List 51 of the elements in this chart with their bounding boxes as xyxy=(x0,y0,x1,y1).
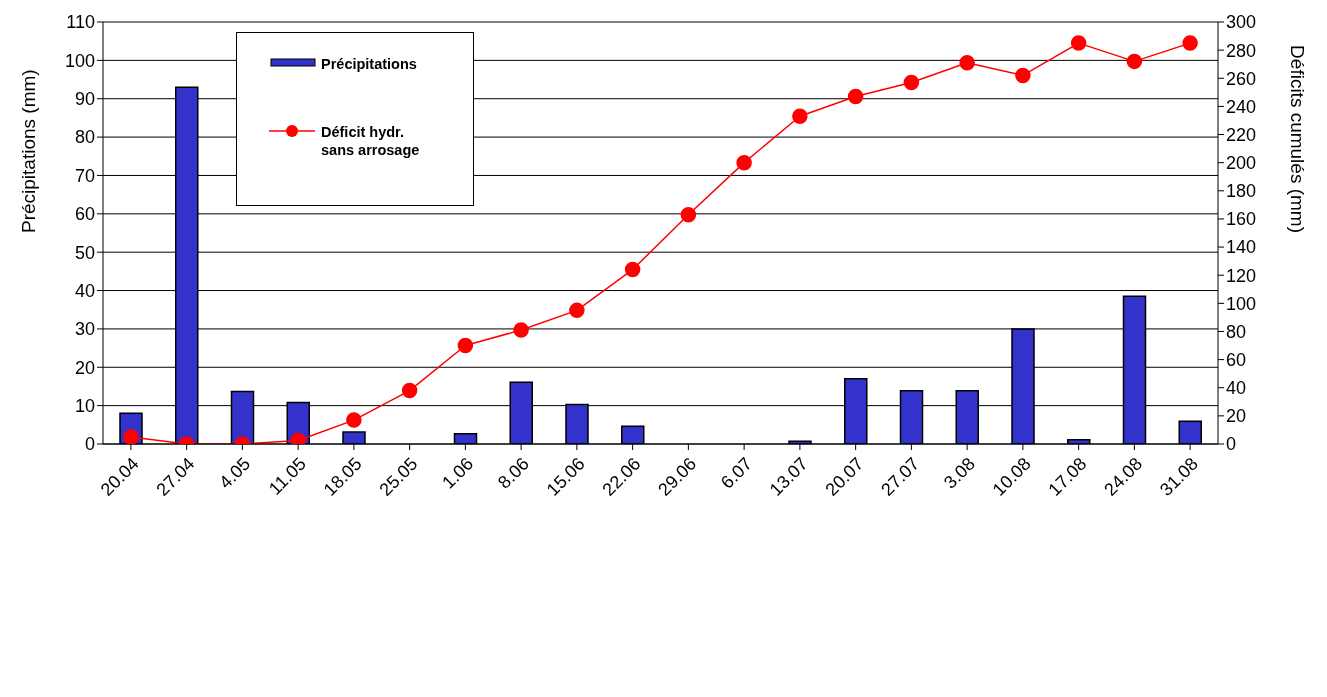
y2-tick-label: 80 xyxy=(1226,321,1247,342)
point xyxy=(457,337,474,354)
x-tick-label: 8.06 xyxy=(494,453,533,493)
y-tick-label: 90 xyxy=(74,89,95,110)
point xyxy=(903,74,920,91)
point xyxy=(1070,35,1087,51)
legend-label: Précipitations xyxy=(321,55,417,73)
y-axis-title: Précipitations (mm) xyxy=(17,69,39,233)
y-tick-label: 30 xyxy=(74,319,95,340)
y2-tick-label: 100 xyxy=(1226,293,1257,314)
point xyxy=(792,108,808,124)
point xyxy=(847,88,864,105)
y-tick-label: 80 xyxy=(74,127,95,148)
y2-tick-label: 0 xyxy=(1226,434,1237,455)
y-tick-label: 20 xyxy=(74,357,95,378)
y2-tick-label: 240 xyxy=(1226,96,1257,117)
y-tick-label: 60 xyxy=(74,204,95,225)
y2-tick-label: 280 xyxy=(1226,40,1257,61)
y-tick-label: 70 xyxy=(74,165,95,186)
y-tick-label: 100 xyxy=(64,50,95,71)
y2-tick-label: 60 xyxy=(1226,349,1247,370)
y2-tick-label: 140 xyxy=(1226,237,1257,258)
y-tick-label: 0 xyxy=(84,434,95,455)
y2-tick-label: 20 xyxy=(1226,406,1247,427)
x-tick-label: 3.08 xyxy=(940,453,979,493)
point xyxy=(959,55,975,71)
y2-tick-label: 180 xyxy=(1226,181,1257,202)
point xyxy=(513,322,529,338)
point xyxy=(346,412,362,428)
y-tick-label: 10 xyxy=(74,396,95,417)
y2-tick-label: 200 xyxy=(1226,153,1257,174)
legend-label: Déficit hydr. sans arrosage xyxy=(321,123,420,159)
y2-tick-label: 40 xyxy=(1226,378,1247,399)
point xyxy=(1015,67,1031,84)
y-tick-label: 40 xyxy=(74,280,95,301)
y2-tick-label: 120 xyxy=(1226,265,1257,286)
y2-tick-label: 220 xyxy=(1226,124,1257,145)
point xyxy=(569,302,585,319)
y-tick-label: 110 xyxy=(66,12,95,33)
point xyxy=(680,206,697,223)
point xyxy=(401,382,418,399)
y2-tick-label: 160 xyxy=(1226,209,1257,230)
y2-axis-title: Déficits cumulés (mm) xyxy=(1287,45,1309,233)
y2-tick-label: 300 xyxy=(1226,12,1257,33)
point xyxy=(736,154,752,171)
point xyxy=(123,429,139,444)
point xyxy=(624,261,641,278)
y-tick-label: 50 xyxy=(74,242,95,263)
point xyxy=(1126,53,1143,70)
y2-tick-label: 260 xyxy=(1226,68,1257,89)
point xyxy=(1182,35,1198,51)
